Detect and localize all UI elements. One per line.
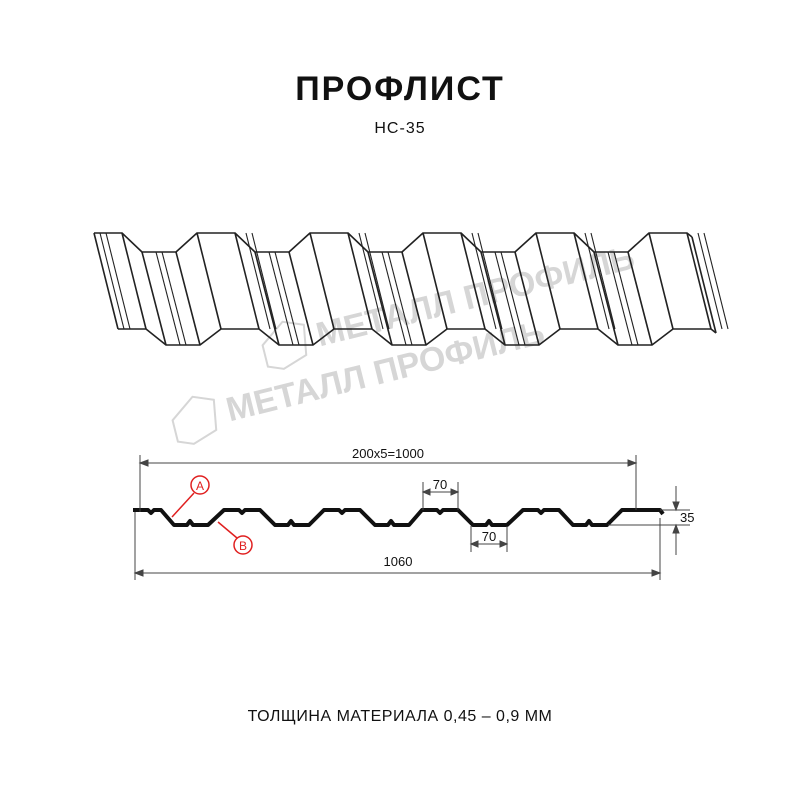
sheet-fold-line [234,232,260,330]
profile-sheet-3d [93,232,729,346]
sheet-fold-line [573,232,599,330]
sheet-rib-line [364,232,390,330]
dim-label-width: 1060 [384,554,413,569]
sheet-rib-line [99,232,125,330]
marker-b-label: B [239,539,247,553]
material-thickness-note: ТОЛЩИНА МАТЕРИАЛА 0,45 – 0,9 ММ [247,708,553,725]
sheet-rib-line [387,251,413,346]
dim-label-height: 35 [680,510,694,525]
model-subtitle: НС-35 [374,120,426,137]
sheet-rib-line [471,232,497,330]
sheet-rib-line [245,232,271,330]
sheet-rib-line [703,232,729,330]
sheet-fold-line [691,236,717,334]
sheet-fold-line [686,232,712,330]
dim-label-valley: 70 [482,529,496,544]
sheet-fold-line [593,251,619,346]
sheet-fold-line [648,232,674,330]
sheet-fold-line [627,251,653,346]
sheet-rib-line [251,232,277,330]
sheet-rib-line [358,232,384,330]
marker-b [217,521,253,555]
profile-cross-section [133,508,665,527]
sheet-fold-line [480,251,506,346]
sheet-fold-line [347,232,373,330]
sheet-fold-line [121,232,147,330]
sheet-fold-line [254,251,280,346]
sheet-fold-line [401,251,427,346]
sheet-fold-line [514,251,540,346]
dim-label-pitch: 200x5=1000 [352,446,424,461]
sheet-fold-line [196,232,222,330]
sheet-rib-line [613,251,639,346]
dimension-lines [133,455,690,580]
sheet-rib-line [381,251,407,346]
sheet-rib-line [105,232,131,330]
sheet-bottom-edge [118,328,717,346]
sheet-fold-line [422,232,448,330]
marker-a [171,475,210,518]
sheet-fold-line [535,232,561,330]
sheet-rib-line [590,232,616,330]
sheet-rib-line [584,232,610,330]
sheet-fold-line [309,232,335,330]
sheet-fold-line [93,232,119,330]
sheet-rib-line [494,251,520,346]
sheet-rib-line [274,251,300,346]
sheet-fold-line [288,251,314,346]
sheet-rib-line [161,251,187,346]
sheet-fold-line [141,251,167,346]
sheet-rib-line [607,251,633,346]
sheet-fold-line [175,251,201,346]
sheet-rib-line [697,232,723,330]
sheet-rib-line [268,251,294,346]
sheet-fold-line [460,232,486,330]
sheet-rib-line [155,251,181,346]
sheet-rib-line [477,232,503,330]
dim-label-crest: 70 [433,477,447,492]
marker-a-label: A [196,479,204,493]
sheet-fold-line [367,251,393,346]
page-title: ПРОФЛИСТ [295,70,505,108]
sheet-rib-line [500,251,526,346]
